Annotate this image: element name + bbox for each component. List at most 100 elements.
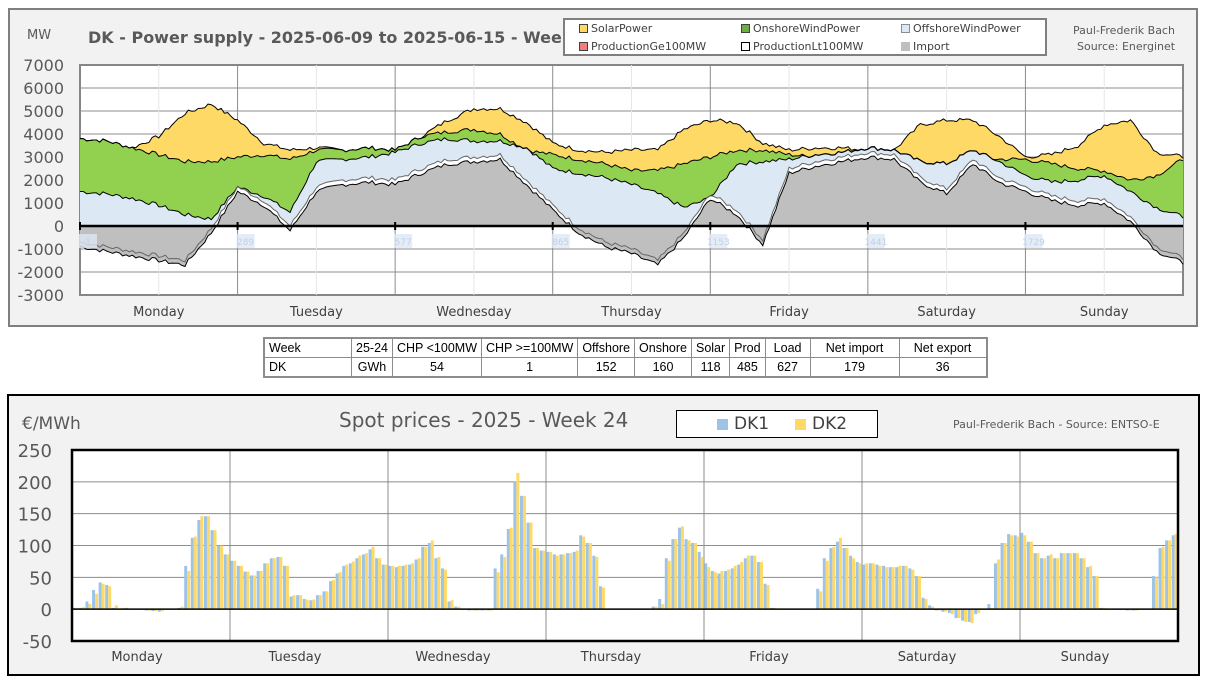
power-supply-plot: 1 289 577 865 1153 1441 1729 7000 6000 5000 4000 3… [18, 56, 1184, 320]
y-tick-label: -1000 [18, 240, 65, 259]
dk1-bar [282, 565, 286, 610]
dk2-bar [358, 555, 362, 610]
power-legend: SolarPower OnshoreWindPower OffshoreWind… [563, 18, 1047, 56]
dk2-bar [852, 558, 856, 610]
dk1-bar [842, 548, 846, 610]
dk2-bar [950, 609, 954, 615]
legend-item-onshore: OnshoreWindPower [741, 22, 860, 35]
x-tick-label: 1153 [707, 238, 730, 248]
dk1-bar [1151, 576, 1155, 610]
dk2-bar [746, 555, 750, 610]
dk1-bar [1007, 534, 1011, 610]
dk2-bar [1154, 577, 1158, 610]
dk1-bar [250, 575, 254, 610]
dk1-bar [408, 564, 412, 610]
dk2-bar [279, 556, 283, 610]
dk1-bar [493, 568, 497, 610]
y-tick-label: 7000 [23, 56, 64, 75]
dk2-bar [536, 548, 540, 610]
dk2-bar [707, 567, 711, 610]
dk1-bar [941, 609, 945, 612]
dk2-bar [1062, 553, 1066, 610]
dk1-bar [210, 530, 214, 610]
dk2-swatch-icon [795, 418, 806, 430]
dk1-bar [197, 520, 201, 610]
dk1-bar [914, 576, 918, 610]
dk1-swatch-icon [717, 418, 728, 430]
dk1-bar [388, 565, 392, 610]
table-cell: 627 [764, 357, 811, 378]
dk1-bar [1079, 558, 1083, 610]
dk1-bar [658, 598, 662, 610]
dk1-bar [151, 609, 155, 612]
dk2-bar [996, 559, 1000, 610]
y-tick-label: 0 [41, 600, 52, 621]
import-swatch-icon [901, 42, 910, 51]
dk2-bar [1089, 565, 1093, 610]
dk1-bar [987, 604, 991, 610]
area-offshore-wind [80, 137, 1183, 262]
area-import [80, 156, 1183, 267]
dk2-bar [542, 550, 546, 610]
dk1-bar [697, 551, 701, 610]
dk1-bar [717, 573, 721, 610]
lt100-swatch-icon [741, 42, 750, 51]
dk1-bar [552, 554, 556, 610]
legend-label: OffshoreWindPower [913, 22, 1021, 35]
line-offshore-top [80, 137, 1184, 221]
dk1-bar [243, 571, 247, 610]
dk2-bar [917, 576, 921, 610]
dk2-bar [1010, 535, 1014, 610]
x-day-label: Tuesday [268, 650, 322, 665]
dk2-bar [325, 591, 329, 610]
dk2-bar [727, 569, 731, 610]
dk1-bar [710, 570, 714, 610]
dk1-bar [684, 539, 688, 610]
dk2-bar [226, 554, 230, 610]
dk1-bar [1046, 555, 1050, 610]
dk1-bar [269, 558, 273, 610]
dk2-bar [555, 555, 559, 610]
dk1-bar [875, 564, 879, 610]
dk2-bar [601, 587, 605, 610]
dk2-bar [180, 606, 184, 610]
line-solar-top [80, 103, 1184, 159]
dk1-bar [743, 558, 747, 610]
dk2-bar [371, 546, 375, 610]
dk2-bar [457, 606, 461, 610]
dk1-bar [533, 548, 537, 610]
dk1-bar [263, 563, 267, 610]
legend-item-dk1: DK1 [717, 414, 769, 434]
dk2-bar [312, 599, 316, 610]
dk2-bar [865, 563, 869, 610]
legend-item-solar: SolarPower [579, 22, 652, 35]
dk2-bar [187, 570, 191, 610]
dk1-bar [677, 527, 681, 610]
dk2-bar [529, 522, 533, 610]
x-tick-label: 1441 [864, 238, 887, 248]
dk2-bar [364, 553, 368, 610]
area-onshore-wind [80, 128, 1183, 220]
dk2-bar [88, 604, 92, 610]
dk1-bar [737, 564, 741, 610]
dk2-bar [759, 562, 763, 610]
x-tick-label-bg [1024, 234, 1043, 248]
power-unit-label: MW [27, 28, 52, 43]
table-row: DK GWh 54 1 152 160 118 485 627 179 36 [263, 357, 988, 378]
dk1-bar [539, 550, 543, 610]
dk1-bar [592, 555, 596, 610]
legend-item-import: Import [901, 40, 950, 53]
table-cell: GWh [351, 357, 393, 378]
dk2-bar [871, 563, 875, 610]
onshore-swatch-icon [741, 24, 750, 33]
dk2-bar [391, 565, 395, 610]
dk1-bar [230, 560, 234, 610]
dk2-bar [654, 606, 658, 610]
dk1-bar [585, 542, 589, 610]
dk1-bar [1165, 540, 1169, 610]
dk1-bar [546, 551, 550, 610]
y-tick-label: 50 [29, 568, 52, 589]
x-day-label: Thursday [600, 305, 662, 320]
dk2-bar [904, 565, 908, 610]
dk1-bar [895, 567, 899, 610]
